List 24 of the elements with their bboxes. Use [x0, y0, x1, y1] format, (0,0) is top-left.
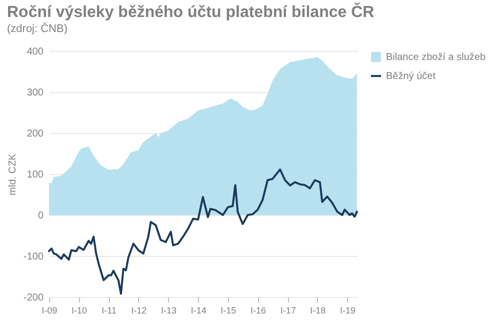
legend-label: Běžný účet	[386, 71, 436, 82]
y-tick-label: -100	[23, 252, 44, 262]
x-tick-label: I-18	[310, 306, 326, 316]
y-tick-label: 0	[38, 210, 44, 222]
chart-subtitle: (zdroj: ČNB)	[7, 22, 68, 35]
x-tick-label: I-16	[250, 306, 266, 316]
y-tick-label: -200	[23, 292, 44, 304]
x-tick-label: I-13	[161, 306, 177, 316]
x-tick-label: I-11	[102, 306, 117, 316]
x-tick-label: I-10	[72, 306, 88, 316]
chart-title: Roční výsleky běžného účtu platební bilance ČR	[7, 2, 375, 21]
x-tick-label: I-12	[131, 306, 147, 316]
y-axis-title: mld. CZK	[7, 153, 18, 196]
x-tick-label: I-15	[220, 306, 236, 316]
x-tick-label: I-19	[340, 306, 356, 316]
y-tick-label: 300	[26, 88, 44, 98]
x-tick-label: I-17	[280, 306, 296, 316]
y-tick-label: 400	[26, 46, 44, 58]
x-tick-label: I-14	[190, 306, 206, 316]
line-series	[48, 168, 358, 295]
legend-label: Bilance zboží a služeb	[386, 52, 486, 63]
y-tick-label: 200	[26, 128, 44, 140]
x-tick-label: I-09	[42, 306, 58, 316]
y-tick-label: 100	[26, 170, 44, 180]
